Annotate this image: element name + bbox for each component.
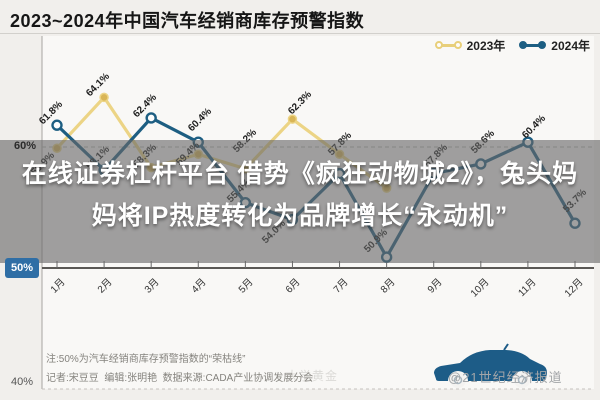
legend-item-2024: 2024年 (519, 37, 590, 54)
legend-label-2023: 2023年 (466, 39, 506, 53)
y-axis-label-60: 60% (14, 140, 37, 152)
y-axis-badge-50: 50% (5, 258, 39, 278)
legend-dot (453, 41, 462, 49)
faint-watermark: 大学黄金 (286, 369, 339, 383)
y-axis-label-40: 40% (11, 376, 34, 388)
legend-item-2023: 2023年 (434, 37, 506, 54)
car-hub (517, 375, 527, 385)
car-antenna (503, 343, 509, 351)
legend-dot (538, 41, 547, 49)
line-marker-icon-2024 (519, 41, 547, 50)
car-icon (434, 343, 547, 388)
car-wheel (514, 372, 530, 388)
legend-dot (519, 41, 528, 49)
line-marker-icon-2023 (434, 41, 462, 50)
headline-line-1: 在线证券杠杆平台 借势《疯狂动物城2》，兔头妈 (21, 160, 579, 188)
legend-label-2024: 2024年 (551, 39, 590, 53)
car-body (434, 350, 547, 381)
legend-bar (437, 44, 459, 47)
car-hub (453, 375, 463, 385)
footnote-credits: 记者:宋豆豆 编辑:张明艳 数据来源:CADA产业协调发展分会 (46, 373, 314, 384)
publisher-watermark: @21世纪经济报道 (448, 370, 563, 385)
headline-line-2: 妈将IP热度转化为品牌增长“永动机” (91, 202, 509, 230)
legend-dot (434, 41, 443, 49)
car-wheel (450, 372, 466, 388)
legend: 2023年 2024年 (434, 37, 590, 54)
chart-title: 2023~2024年中国汽车经销商库存预警指数 (10, 11, 365, 31)
legend-bar (522, 44, 544, 47)
footnote-boom-bust: 注:50%为汽车经销商库存预警指数的“荣枯线” (46, 354, 246, 365)
title-divider (0, 33, 600, 34)
headline-text: 在线证券杠杆平台 借势《疯狂动物城2》，兔头妈 妈将IP热度转化为品牌增长“永动… (0, 153, 600, 237)
